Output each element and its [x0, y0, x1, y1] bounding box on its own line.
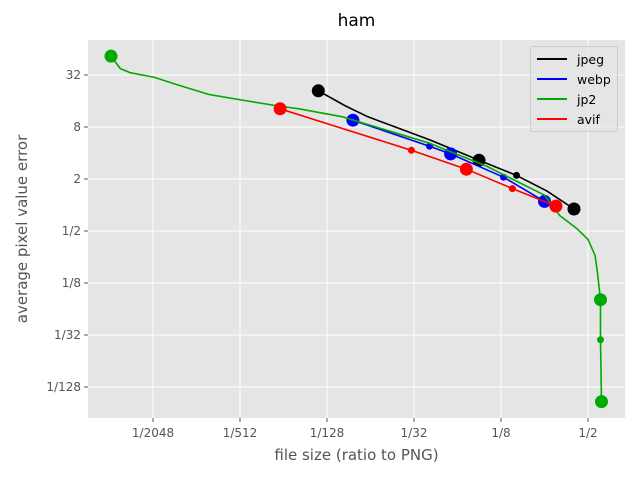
y-tick-label: 1/128 [46, 380, 81, 394]
series-avif [273, 102, 563, 213]
legend-swatch-jpeg [537, 58, 567, 60]
legend-label: webp [577, 71, 611, 87]
data-series [104, 49, 608, 409]
y-tick-label: 32 [66, 68, 81, 82]
legend-label: avif [577, 111, 600, 127]
data-point-marker [594, 293, 607, 307]
series-webp [346, 113, 551, 208]
data-point-marker [513, 171, 520, 179]
legend-item-avif: avif [537, 109, 600, 129]
x-tick-label: 1/32 [401, 426, 428, 440]
data-point-marker [311, 84, 325, 98]
data-point-marker [595, 395, 608, 409]
data-point-marker [273, 102, 287, 116]
y-axis-ticks: 32 8 2 1/2 1/8 1/32 1/128 [46, 68, 88, 394]
chart-title: ham [337, 11, 376, 31]
data-point-marker [104, 49, 118, 63]
x-tick-label: 1/2048 [132, 426, 174, 440]
legend-item-jpeg: jpeg [537, 49, 604, 69]
x-tick-label: 1/512 [223, 426, 258, 440]
x-tick-label: 1/128 [310, 426, 345, 440]
y-axis-label: average pixel value error [13, 134, 31, 324]
data-point-marker [508, 185, 516, 193]
legend-item-jp2: jp2 [537, 89, 596, 109]
data-point-marker [472, 153, 486, 167]
y-tick-label: 1/2 [62, 224, 81, 238]
data-point-marker [407, 146, 415, 154]
y-tick-label: 1/8 [62, 276, 81, 290]
data-point-marker [459, 162, 473, 176]
legend-label: jp2 [577, 91, 597, 107]
y-tick-label: 8 [73, 120, 81, 134]
data-point-marker [597, 336, 604, 344]
data-point-marker [567, 202, 581, 216]
series-jp2 [104, 49, 608, 409]
legend-swatch-webp [537, 78, 567, 80]
legend-swatch-jp2 [537, 98, 567, 100]
legend: jpeg webp jp2 avif [530, 46, 618, 132]
x-tick-label: 1/8 [491, 426, 510, 440]
legend-item-webp: webp [537, 69, 611, 89]
legend-label: jpeg [577, 51, 605, 67]
y-tick-label: 2 [73, 172, 81, 186]
x-axis-label: file size (ratio to PNG) [274, 446, 439, 464]
y-tick-label: 1/32 [54, 328, 81, 342]
data-point-marker [549, 199, 563, 213]
x-axis-ticks: 1/2048 1/512 1/128 1/32 1/8 1/2 [132, 418, 598, 440]
x-tick-label: 1/2 [578, 426, 597, 440]
legend-swatch-avif [537, 118, 567, 120]
